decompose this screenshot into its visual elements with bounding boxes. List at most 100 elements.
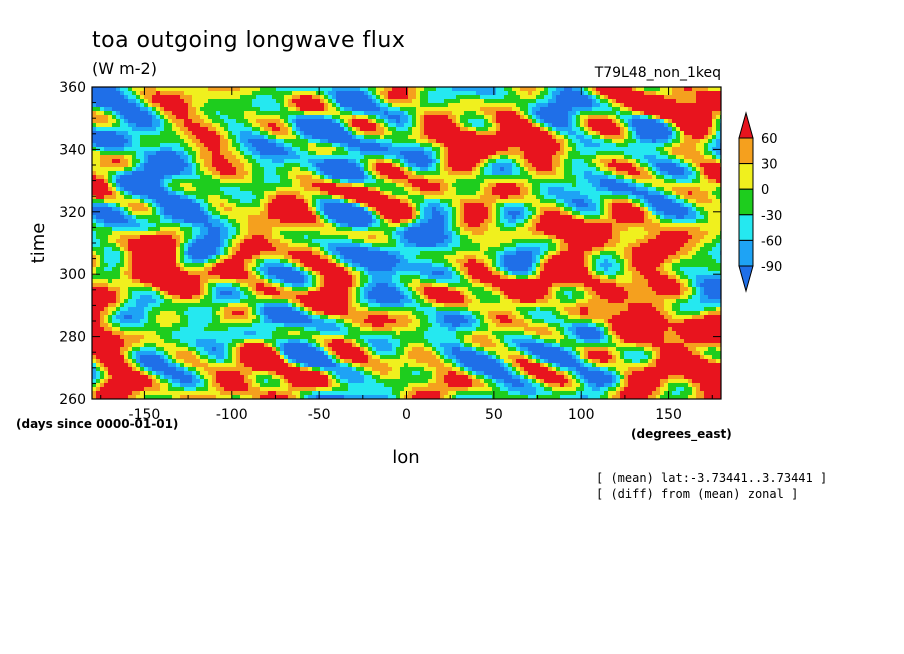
heatmap-cell	[420, 159, 425, 164]
heatmap-cell	[92, 211, 97, 216]
heatmap-cell	[528, 107, 533, 112]
heatmap-cell	[300, 123, 305, 128]
heatmap-cell	[592, 163, 597, 168]
heatmap-cell	[144, 175, 149, 180]
heatmap-cell	[616, 187, 621, 192]
heatmap-cell	[412, 87, 417, 92]
heatmap-cell	[468, 119, 473, 124]
heatmap-cell	[212, 87, 217, 92]
heatmap-cell	[364, 191, 369, 196]
heatmap-cell	[596, 107, 601, 112]
heatmap-cell	[268, 139, 273, 144]
heatmap-cell	[616, 195, 621, 200]
heatmap-cell	[168, 203, 173, 208]
heatmap-cell	[620, 111, 625, 116]
heatmap-cell	[584, 115, 589, 120]
heatmap-cell	[124, 203, 129, 208]
heatmap-cell	[148, 159, 153, 164]
heatmap-cell	[232, 195, 237, 200]
heatmap-cell	[188, 123, 193, 128]
heatmap-cell	[672, 143, 677, 148]
heatmap-cell	[588, 147, 593, 152]
heatmap-cell	[620, 159, 625, 164]
heatmap-cell	[612, 191, 617, 196]
heatmap-cell	[248, 111, 253, 116]
heatmap-cell	[352, 155, 357, 160]
heatmap-cell	[496, 115, 501, 120]
heatmap-cell	[416, 195, 421, 200]
heatmap-cell	[300, 171, 305, 176]
heatmap-cell	[616, 203, 621, 208]
heatmap-cell	[364, 123, 369, 128]
heatmap-cell	[684, 115, 689, 120]
heatmap-cell	[368, 175, 373, 180]
heatmap-cell	[508, 143, 513, 148]
heatmap-cell	[420, 195, 425, 200]
heatmap-cell	[380, 151, 385, 156]
heatmap-cell	[596, 147, 601, 152]
heatmap-cell	[304, 199, 309, 204]
heatmap-cell	[448, 191, 453, 196]
heatmap-cell	[200, 123, 205, 128]
heatmap-cell	[664, 151, 669, 156]
heatmap-cell	[640, 123, 645, 128]
heatmap-cell	[548, 207, 553, 212]
heatmap-cell	[528, 187, 533, 192]
heatmap-cell	[700, 139, 705, 144]
heatmap-cell	[268, 115, 273, 120]
heatmap-cell	[472, 151, 477, 156]
heatmap-cell	[580, 91, 585, 96]
heatmap-cell	[312, 127, 317, 132]
heatmap-cell	[316, 171, 321, 176]
heatmap-cell	[568, 99, 573, 104]
heatmap-cell	[560, 135, 565, 140]
heatmap-cell	[352, 111, 357, 116]
heatmap-cell	[112, 139, 117, 144]
heatmap-cell	[376, 139, 381, 144]
heatmap-cell	[392, 187, 397, 192]
heatmap-cell	[220, 163, 225, 168]
heatmap-cell	[300, 99, 305, 104]
heatmap-cell	[632, 99, 637, 104]
heatmap-cell	[104, 211, 109, 216]
heatmap-cell	[656, 99, 661, 104]
heatmap-cell	[232, 199, 237, 204]
heatmap-cell	[636, 107, 641, 112]
heatmap-cell	[572, 167, 577, 172]
heatmap-cell	[440, 171, 445, 176]
heatmap-cell	[296, 211, 301, 216]
heatmap-cell	[512, 111, 517, 116]
heatmap-cell	[684, 207, 689, 212]
heatmap-cell	[324, 175, 329, 180]
heatmap-cell	[712, 135, 717, 140]
heatmap-cell	[212, 167, 217, 172]
heatmap-cell	[396, 119, 401, 124]
heatmap-cell	[112, 167, 117, 172]
heatmap-cell	[560, 191, 565, 196]
heatmap-cell	[532, 115, 537, 120]
heatmap-cell	[648, 103, 653, 108]
heatmap-cell	[708, 155, 713, 160]
heatmap-cell	[472, 123, 477, 128]
heatmap-cell	[152, 127, 157, 132]
heatmap-cell	[192, 199, 197, 204]
heatmap-cell	[624, 199, 629, 204]
heatmap-cell	[368, 191, 373, 196]
heatmap-cell	[364, 167, 369, 172]
heatmap-cell	[396, 123, 401, 128]
heatmap-cell	[140, 155, 145, 160]
heatmap-cell	[708, 99, 713, 104]
heatmap-cell	[696, 107, 701, 112]
heatmap-cell	[688, 187, 693, 192]
heatmap-cell	[260, 171, 265, 176]
heatmap-cell	[264, 147, 269, 152]
heatmap-cell	[260, 123, 265, 128]
heatmap-cell	[328, 159, 333, 164]
heatmap-cell	[712, 99, 717, 104]
heatmap-cell	[264, 151, 269, 156]
heatmap-cell	[484, 171, 489, 176]
heatmap-cell	[152, 167, 157, 172]
heatmap-cell	[120, 111, 125, 116]
heatmap-cell	[472, 187, 477, 192]
heatmap-cell	[324, 139, 329, 144]
